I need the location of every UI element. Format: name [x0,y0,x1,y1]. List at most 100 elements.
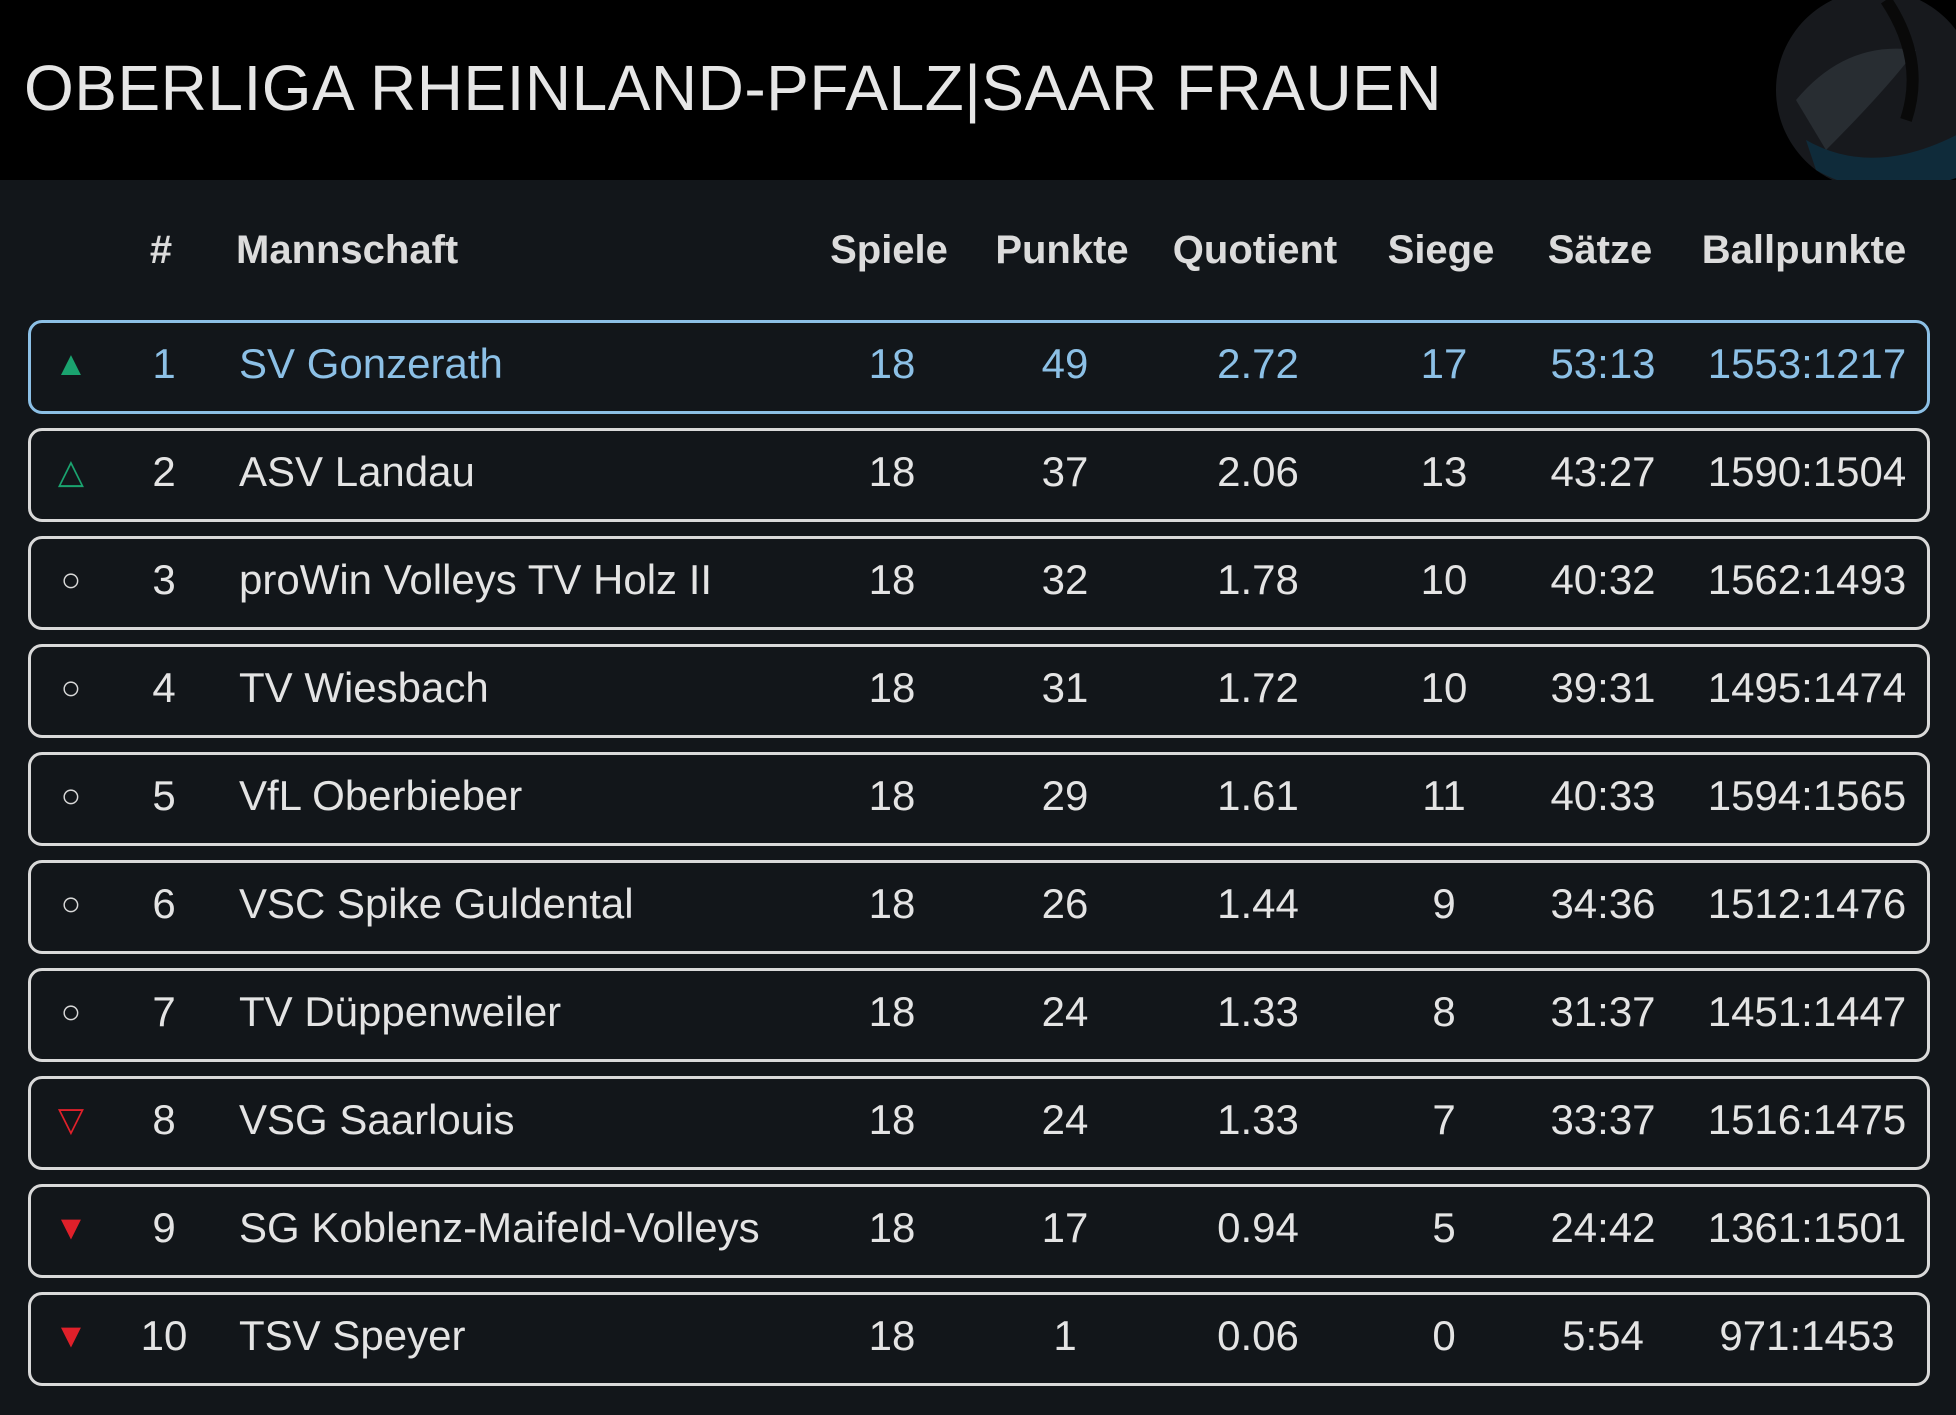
siege-cell: 11 [1422,772,1466,819]
spiele-cell: 18 [868,988,916,1035]
standings-table: # Mannschaft Spiele Punkte Quotient Sieg… [28,180,1930,1400]
punkte-cell: 17 [1041,1204,1089,1251]
team-name: SG Koblenz-Maifeld-Volleys [239,1204,760,1251]
rank-cell: 2 [152,448,176,495]
rank-cell: 8 [152,1096,176,1143]
col-siege: Siege [1387,227,1495,272]
punkte-cell: 24 [1041,1096,1089,1143]
spiele-cell: 18 [868,448,916,495]
volleyball-logo-icon [1776,0,1956,180]
ballpunkte-cell: 1512:1476 [1707,880,1907,927]
quotient-cell: 1.33 [1217,988,1299,1035]
team-name: proWin Volleys TV Holz II [239,556,713,603]
saetze-cell: 24:42 [1550,1204,1656,1251]
spiele-cell: 18 [868,1312,916,1359]
quotient-cell: 2.06 [1217,448,1299,495]
saetze-cell: 5:54 [1562,1312,1644,1359]
triangle-down-filled-icon: ▼ [54,1317,88,1355]
team-name: SV Gonzerath [239,340,503,387]
table-row[interactable]: ▲ 1 SV Gonzerath 18 49 2.72 17 53:13 155… [28,320,1930,414]
page-header: OBERLIGA RHEINLAND-PFALZ|SAAR FRAUEN [0,0,1956,180]
triangle-up-outline-icon: △ [57,453,85,491]
team-name: VfL Oberbieber [239,772,523,819]
table-row[interactable]: ○ 4 TV Wiesbach 18 31 1.72 10 39:31 1495… [28,644,1930,738]
col-status [28,180,108,320]
saetze-cell: 43:27 [1550,448,1656,495]
saetze-cell: 31:37 [1550,988,1656,1035]
team-name: ASV Landau [239,448,475,495]
table-row[interactable]: ○ 3 proWin Volleys TV Holz II 18 32 1.78… [28,536,1930,630]
saetze-cell: 40:32 [1550,556,1656,603]
punkte-cell: 26 [1041,880,1089,927]
team-name: TV Wiesbach [239,664,489,711]
saetze-cell: 33:37 [1550,1096,1656,1143]
spiele-cell: 18 [868,880,916,927]
circle-outline-icon: ○ [60,777,82,815]
col-punkte: Punkte [995,227,1129,272]
quotient-cell: 0.94 [1217,1204,1299,1251]
punkte-cell: 37 [1041,448,1089,495]
quotient-cell: 1.33 [1217,1096,1299,1143]
siege-cell: 10 [1420,664,1468,711]
table-row[interactable]: ○ 6 VSC Spike Guldental 18 26 1.44 9 34:… [28,860,1930,954]
quotient-cell: 1.72 [1217,664,1299,711]
circle-outline-icon: ○ [60,561,82,599]
triangle-down-filled-icon: ▼ [54,1209,88,1247]
table-row[interactable]: ▽ 8 VSG Saarlouis 18 24 1.33 7 33:37 151… [28,1076,1930,1170]
spiele-cell: 18 [868,1096,916,1143]
table-row[interactable]: ○ 7 TV Düppenweiler 18 24 1.33 8 31:37 1… [28,968,1930,1062]
ballpunkte-cell: 1361:1501 [1707,1204,1907,1251]
rank-cell: 6 [152,880,176,927]
quotient-cell: 2.72 [1217,340,1299,387]
team-name: TSV Speyer [239,1312,466,1359]
table-row[interactable]: ▼ 9 SG Koblenz-Maifeld-Volleys 18 17 0.9… [28,1184,1930,1278]
siege-cell: 0 [1432,1312,1456,1359]
table-row[interactable]: ○ 5 VfL Oberbieber 18 29 1.61 11 40:33 1… [28,752,1930,846]
spiele-cell: 18 [868,340,916,387]
triangle-up-filled-icon: ▲ [54,345,88,383]
punkte-cell: 32 [1041,556,1089,603]
punkte-cell: 29 [1041,772,1089,819]
col-rank: # [149,227,173,272]
table-header: # Mannschaft Spiele Punkte Quotient Sieg… [28,180,1930,320]
col-saetze: Sätze [1547,227,1653,272]
siege-cell: 17 [1420,340,1468,387]
team-name: TV Düppenweiler [239,988,562,1035]
circle-outline-icon: ○ [60,885,82,923]
punkte-cell: 1 [1053,1312,1077,1359]
table-row[interactable]: ▼ 10 TSV Speyer 18 1 0.06 0 5:54 971:145… [28,1292,1930,1386]
table-body: ▲ 1 SV Gonzerath 18 49 2.72 17 53:13 155… [28,320,1930,1386]
punkte-cell: 31 [1041,664,1089,711]
quotient-cell: 0.06 [1217,1312,1299,1359]
saetze-cell: 34:36 [1550,880,1656,927]
siege-cell: 10 [1420,556,1468,603]
siege-cell: 5 [1432,1204,1456,1251]
spiele-cell: 18 [868,556,916,603]
rank-cell: 3 [152,556,176,603]
col-spiele: Spiele [830,227,948,272]
table-row[interactable]: △ 2 ASV Landau 18 37 2.06 13 43:27 1590:… [28,428,1930,522]
triangle-down-outline-icon: ▽ [57,1101,85,1139]
ballpunkte-cell: 1562:1493 [1707,556,1907,603]
ballpunkte-cell: 1451:1447 [1707,988,1907,1035]
siege-cell: 13 [1420,448,1468,495]
spiele-cell: 18 [868,772,916,819]
siege-cell: 9 [1432,880,1456,927]
ballpunkte-cell: 1590:1504 [1707,448,1907,495]
team-name: VSC Spike Guldental [239,880,634,927]
punkte-cell: 49 [1041,340,1089,387]
siege-cell: 7 [1432,1096,1456,1143]
quotient-cell: 1.78 [1217,556,1299,603]
rank-cell: 4 [152,664,176,711]
ballpunkte-cell: 1553:1217 [1707,340,1907,387]
quotient-cell: 1.61 [1217,772,1299,819]
circle-outline-icon: ○ [60,993,82,1031]
rank-cell: 10 [140,1312,188,1359]
circle-outline-icon: ○ [60,669,82,707]
col-quotient: Quotient [1172,227,1338,272]
rank-cell: 5 [152,772,176,819]
ballpunkte-cell: 1495:1474 [1707,664,1907,711]
saetze-cell: 40:33 [1550,772,1656,819]
ballpunkte-cell: 971:1453 [1719,1312,1895,1359]
spiele-cell: 18 [868,664,916,711]
